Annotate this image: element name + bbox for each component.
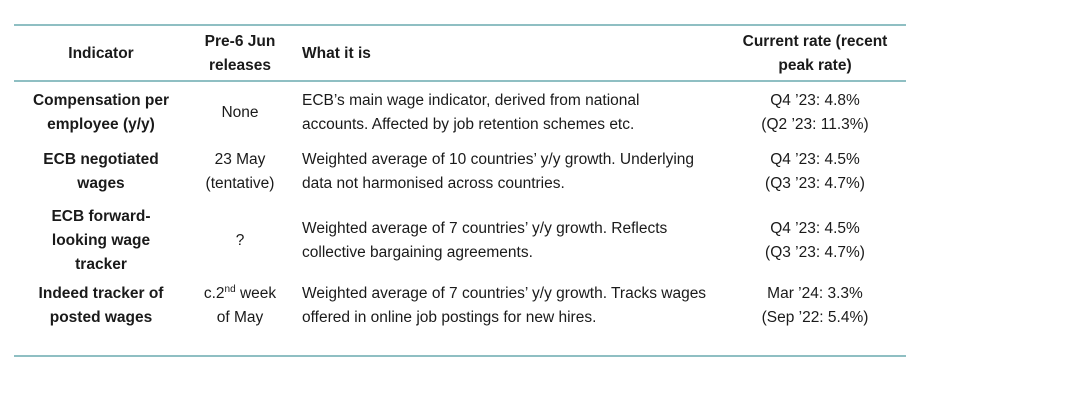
- rate-cell: Q4 ’23: 4.5% (Q3 ’23: 4.7%): [765, 151, 865, 192]
- wage-indicators-table: Indicator Pre-6 Jun releases What it is …: [14, 28, 906, 335]
- indicator-cell: ECB negotiated wages: [43, 151, 159, 192]
- header-what-it-is: What it is: [292, 28, 724, 82]
- header-current-rate: Current rate (recent peak rate): [724, 28, 906, 82]
- header-releases: Pre-6 Jun releases: [188, 28, 292, 82]
- bottom-rule: [14, 355, 906, 357]
- top-rule: [14, 24, 906, 26]
- description-cell: Weighted average of 7 countries’ y/y gro…: [302, 220, 668, 261]
- description-cell: Weighted average of 10 countries’ y/y gr…: [302, 151, 695, 192]
- table-row: ECB negotiated wages 23 May (tentative) …: [14, 143, 906, 201]
- indicator-cell: ECB forward- looking wage tracker: [51, 208, 151, 273]
- header-indicator: Indicator: [14, 28, 188, 82]
- indicator-cell: Indeed tracker of posted wages: [38, 285, 164, 326]
- release-cell: 23 May (tentative): [205, 151, 275, 192]
- table-row: Compensation per employee (y/y) None ECB…: [14, 81, 906, 143]
- release-cell: None: [221, 103, 259, 121]
- description-cell: Weighted average of 7 countries’ y/y gro…: [302, 285, 707, 326]
- table-row: ECB forward- looking wage tracker ? Weig…: [14, 201, 906, 281]
- header-row: Indicator Pre-6 Jun releases What it is …: [14, 28, 906, 82]
- table-row: Indeed tracker of posted wages c.2nd wee…: [14, 281, 906, 335]
- rate-cell: Mar ’24: 3.3% (Sep ’22: 5.4%): [761, 285, 869, 326]
- rate-cell: Q4 ’23: 4.5% (Q3 ’23: 4.7%): [765, 220, 865, 261]
- rate-cell: Q4 ’23: 4.8% (Q2 ’23: 11.3%): [761, 91, 869, 133]
- description-cell: ECB’s main wage indicator, derived from …: [302, 91, 640, 133]
- release-cell: c.2nd week of May: [203, 283, 277, 326]
- indicator-cell: Compensation per employee (y/y): [32, 91, 170, 133]
- release-cell: ?: [235, 232, 245, 249]
- wage-indicators-table-container: Indicator Pre-6 Jun releases What it is …: [14, 24, 906, 357]
